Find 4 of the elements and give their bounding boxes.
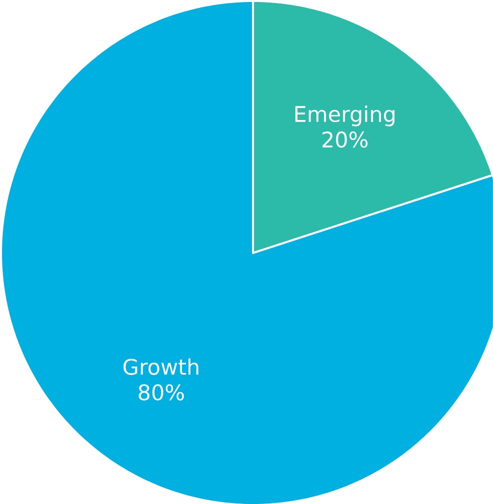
slice-label: Growth [124, 358, 198, 375]
slice-label: Emerging [295, 106, 395, 126]
data-label: 80% [138, 384, 184, 400]
data-label: 20% [322, 131, 368, 148]
